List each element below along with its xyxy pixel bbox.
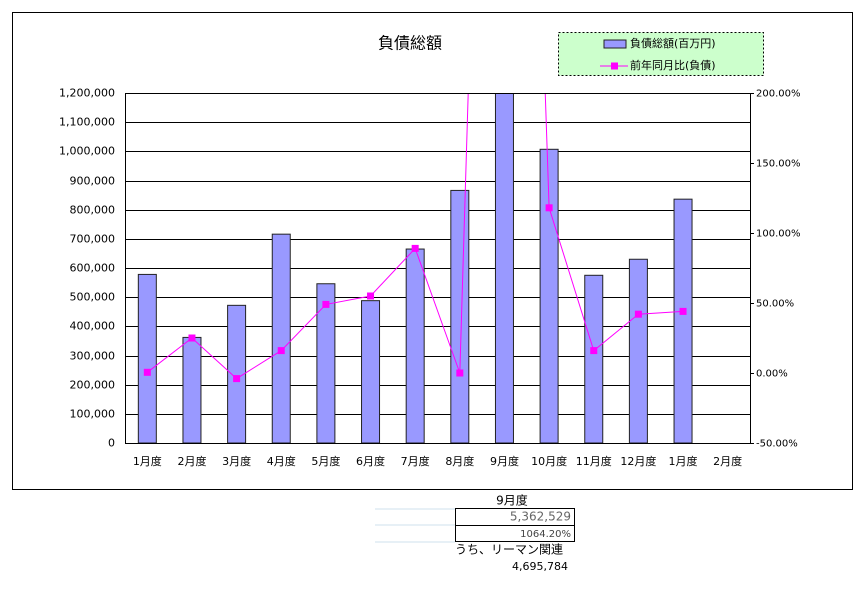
bar	[405, 248, 425, 443]
bar	[182, 336, 202, 443]
y-tick-label: 1,100,000	[59, 116, 115, 129]
marker	[367, 292, 375, 300]
legend-label: 前年同月比(負債)	[630, 58, 716, 72]
bar	[271, 233, 291, 443]
y-tick-label: 800,000	[70, 204, 116, 217]
y2-tick-label: -50.00%	[756, 439, 798, 450]
y-tick-label: 300,000	[70, 350, 116, 363]
x-tick-label: 9月度	[490, 454, 519, 468]
y-tick-label: 200,000	[70, 379, 116, 392]
legend-swatch	[603, 39, 627, 49]
x-tick-label: 11月度	[576, 454, 612, 468]
marker	[322, 300, 330, 308]
x-tick-label: 3月度	[222, 454, 251, 468]
y-tick-label: 900,000	[70, 175, 116, 188]
y-tick-label: 700,000	[70, 233, 116, 246]
legend	[558, 32, 764, 76]
x-tick-label: 1月度	[133, 454, 162, 468]
y2-tick-label: 0.00%	[756, 369, 788, 380]
bar	[673, 198, 693, 443]
bar	[227, 304, 247, 443]
marker	[277, 347, 285, 355]
table-cell	[455, 525, 575, 542]
x-tick-label: 2月度	[177, 454, 206, 468]
table-value: 5,362,529	[510, 510, 571, 524]
table-note-value: 4,695,784	[512, 560, 568, 573]
y-tick-label: 0	[108, 437, 115, 450]
y-tick-label: 100,000	[70, 408, 116, 421]
x-tick-label: 1月度	[669, 454, 698, 468]
bar	[450, 189, 470, 443]
y2-tick-label: 100.00%	[756, 229, 801, 240]
x-tick-label: 6月度	[356, 454, 385, 468]
x-tick-label: 8月度	[445, 454, 474, 468]
marker	[634, 310, 642, 318]
y2-tick-label: 50.00%	[756, 299, 794, 310]
marker	[545, 204, 553, 212]
bar	[137, 273, 157, 443]
marker	[188, 334, 196, 342]
bar	[316, 283, 336, 443]
marker	[590, 347, 598, 355]
legend-swatch	[611, 62, 618, 70]
marker	[143, 368, 151, 376]
bar	[584, 274, 604, 443]
y-tick-label: 1,000,000	[59, 145, 115, 158]
y-tick-label: 400,000	[70, 320, 116, 333]
plot-border	[125, 93, 751, 444]
table-header: 9月度	[496, 493, 528, 508]
y-tick-label: 500,000	[70, 291, 116, 304]
x-tick-label: 7月度	[401, 454, 430, 468]
x-tick-label: 5月度	[311, 454, 340, 468]
legend-label: 負債総額(百万円)	[630, 36, 716, 50]
table-value: 1064.20%	[520, 529, 571, 540]
chart-title: 負債総額	[378, 34, 442, 53]
bar	[494, 93, 514, 443]
y-tick-label: 1,200,000	[59, 87, 115, 100]
x-tick-label: 10月度	[531, 454, 567, 468]
x-tick-label: 2月度	[713, 454, 742, 468]
y2-tick-label: 150.00%	[756, 159, 801, 170]
marker	[679, 307, 687, 315]
table-note: うち、リーマン関連	[455, 543, 563, 557]
bar	[361, 300, 381, 443]
marker	[411, 244, 419, 252]
y2-tick-label: 200.00%	[756, 89, 801, 100]
marker	[233, 375, 241, 383]
x-tick-label: 12月度	[620, 454, 656, 468]
marker	[456, 369, 464, 377]
y-tick-label: 600,000	[70, 262, 116, 275]
x-tick-label: 4月度	[267, 454, 296, 468]
bar	[628, 258, 648, 443]
